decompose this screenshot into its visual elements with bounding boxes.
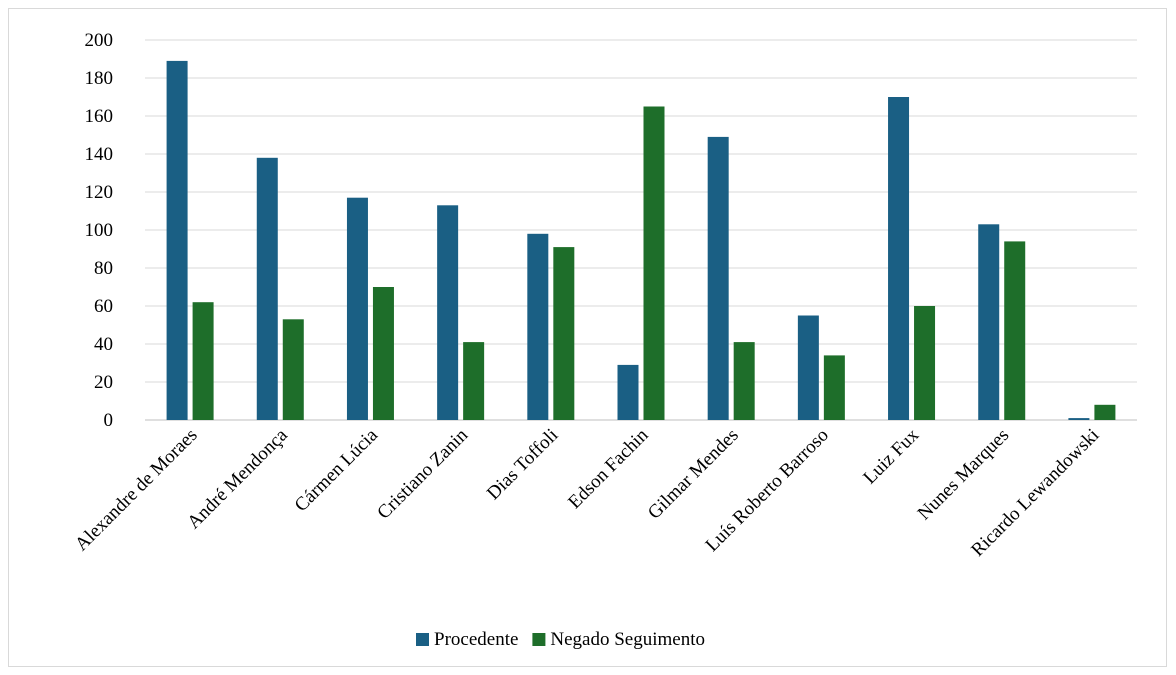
y-tick-label: 20 [94,372,113,393]
y-tick-label: 40 [94,334,113,355]
bar-procedente [888,97,910,420]
bar-negado-seguimento [643,106,665,420]
y-tick-label: 0 [104,410,114,431]
legend-label: Negado Seguimento [550,629,705,650]
bar-procedente [346,197,368,420]
bar-negado-seguimento [914,306,936,420]
bar-procedente [437,205,459,420]
bar-procedente [707,136,729,420]
legend-swatch [416,633,429,646]
y-tick-label: 140 [85,144,114,165]
legend: Procedente Negado Seguimento [416,629,705,650]
x-category-label: Luiz Fux [859,424,923,488]
bar-procedente [1068,418,1090,420]
bar-negado-seguimento [553,247,575,420]
y-tick-label: 80 [94,258,113,279]
x-category-label: Dias Toffoli [483,425,562,504]
gridlines [145,39,1137,421]
y-tick-label: 100 [85,220,114,241]
bar-negado-seguimento [192,302,214,420]
x-category-label: Cármen Lúcia [291,424,383,516]
bar-negado-seguimento [823,355,845,420]
y-tick-label: 120 [85,182,114,203]
x-category-label: Cristiano Zanin [373,424,472,523]
x-category-label: Nunes Marques [914,425,1014,525]
y-axis-ticks: 0 20 40 60 80 100 120 140 160 180 200 [85,30,114,431]
y-tick-label: 60 [94,296,113,317]
y-tick-label: 160 [85,106,114,127]
legend-label: Procedente [434,629,518,650]
y-tick-label: 200 [85,30,114,51]
bar-negado-seguimento [1094,404,1116,420]
legend-swatch [532,633,546,646]
x-category-label: Gilmar Mendes [644,425,743,524]
bar-procedente [527,233,549,420]
bar-procedente [256,157,278,421]
bar-negado-seguimento [463,342,485,420]
bar-procedente [797,315,819,420]
bar-procedente [166,60,188,421]
bar-procedente [617,364,639,420]
bar-negado-seguimento [372,287,394,420]
bar-negado-seguimento [1004,241,1026,420]
bar-negado-seguimento [282,319,304,420]
bars [166,60,1116,421]
y-tick-label: 180 [85,68,114,89]
bar-negado-seguimento [733,342,755,420]
x-category-label: Edson Fachin [564,424,653,513]
bar-procedente [978,224,1000,420]
x-category-label: Alexandre de Moraes [71,425,201,555]
